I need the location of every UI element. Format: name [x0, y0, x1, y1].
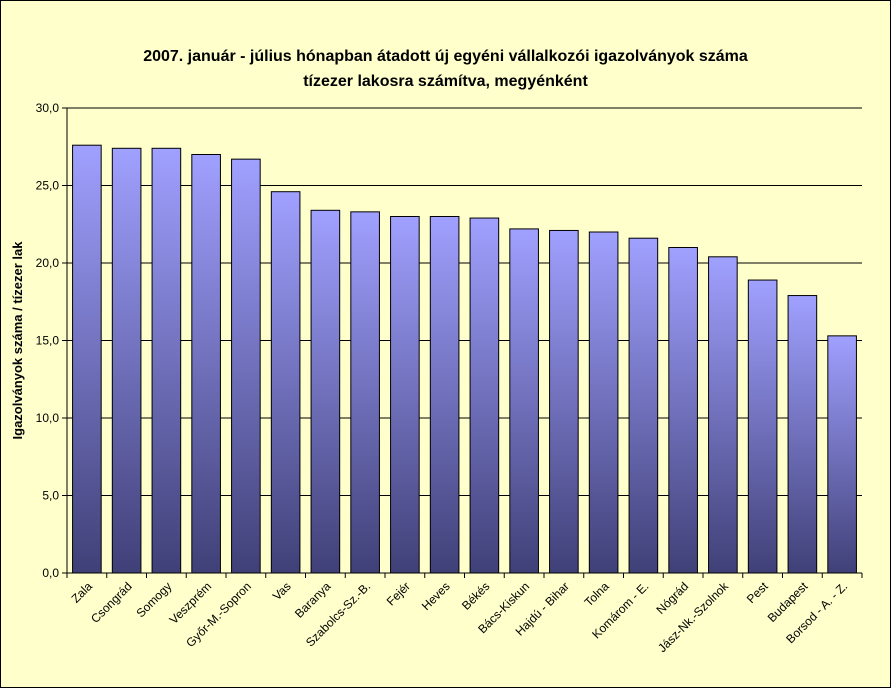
gridlines	[67, 107, 862, 496]
bar-10	[469, 217, 500, 574]
x-tick-label: Tolna	[582, 579, 612, 609]
y-axis-title: Igazolványok száma / tízezer lak	[10, 241, 25, 440]
bar-0	[72, 144, 102, 574]
x-tick-label: Zala	[69, 579, 96, 606]
bar-15	[668, 247, 698, 574]
bar-5	[270, 191, 301, 574]
chart-title-line-2: tízezer lakosra számítva, megyénként	[303, 73, 588, 90]
y-tick-label: 0,0	[42, 566, 59, 580]
bar-18	[787, 295, 818, 574]
bar-1	[111, 147, 142, 574]
y-tick-label: 30,0	[36, 101, 60, 115]
bar-14	[628, 237, 659, 574]
y-tick-label: 10,0	[36, 411, 60, 425]
bar-12	[549, 229, 579, 574]
bar-16	[708, 256, 738, 574]
x-tick-label: Csongrád	[88, 579, 135, 626]
bar-11	[509, 228, 539, 574]
x-tick-label: Pest	[744, 579, 771, 606]
bar-2	[151, 147, 182, 574]
bar-19	[827, 335, 857, 574]
bar-3	[191, 154, 221, 574]
chart-title-line-1: 2007. január - július hónapban átadott ú…	[143, 48, 748, 65]
x-tick-label: Jász-Nk.-Szolnok	[655, 579, 732, 656]
x-tick-label: Fejér	[384, 579, 413, 608]
x-tick-label: Heves	[419, 579, 453, 613]
bars	[72, 144, 857, 574]
x-tick-label: Békés	[459, 579, 492, 612]
bar-7	[350, 211, 380, 574]
bar-4	[231, 158, 261, 574]
y-tick-label: 5,0	[42, 489, 59, 503]
bar-9	[429, 216, 460, 574]
bar-6	[310, 209, 341, 574]
x-tick-label: Nógrád	[654, 579, 692, 617]
x-tick-label: Vas	[270, 579, 294, 603]
y-tick-label: 15,0	[36, 334, 60, 348]
bar-17	[747, 279, 778, 574]
bar-13	[588, 231, 619, 574]
bar-8	[390, 216, 420, 574]
y-tick-label: 20,0	[36, 256, 60, 270]
y-tick-label: 25,0	[36, 179, 60, 193]
axes	[62, 107, 863, 578]
